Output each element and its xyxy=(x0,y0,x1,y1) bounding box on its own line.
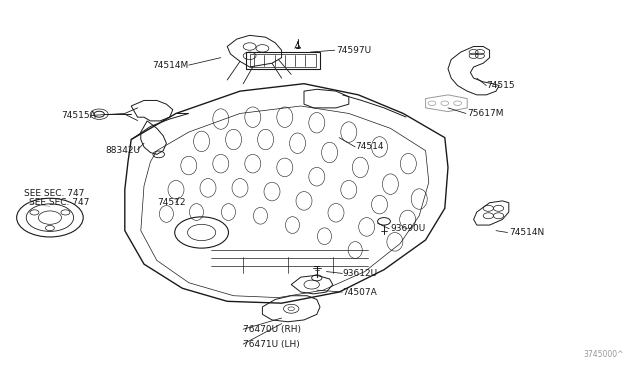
Text: 93690U: 93690U xyxy=(390,224,426,233)
Text: 74514N: 74514N xyxy=(509,228,544,237)
Bar xyxy=(246,52,320,69)
Text: 74512: 74512 xyxy=(157,198,186,207)
Bar xyxy=(250,54,316,67)
Text: 74514M: 74514M xyxy=(152,61,189,70)
Text: 74597U: 74597U xyxy=(336,46,371,55)
Text: 74515: 74515 xyxy=(486,81,515,90)
Text: SEE SEC. 747: SEE SEC. 747 xyxy=(24,189,84,198)
Text: 88342U: 88342U xyxy=(106,146,141,155)
Text: 76471U (LH): 76471U (LH) xyxy=(243,340,300,349)
Text: 74507A: 74507A xyxy=(342,288,377,296)
Text: 76470U (RH): 76470U (RH) xyxy=(243,325,301,334)
Text: 74515A: 74515A xyxy=(61,111,95,120)
Text: 74514: 74514 xyxy=(355,142,384,151)
Text: 93612U: 93612U xyxy=(342,269,378,278)
Text: 75617M: 75617M xyxy=(467,109,504,118)
Text: SEE SEC. 747: SEE SEC. 747 xyxy=(29,198,89,207)
Text: 3745000^: 3745000^ xyxy=(584,350,624,359)
